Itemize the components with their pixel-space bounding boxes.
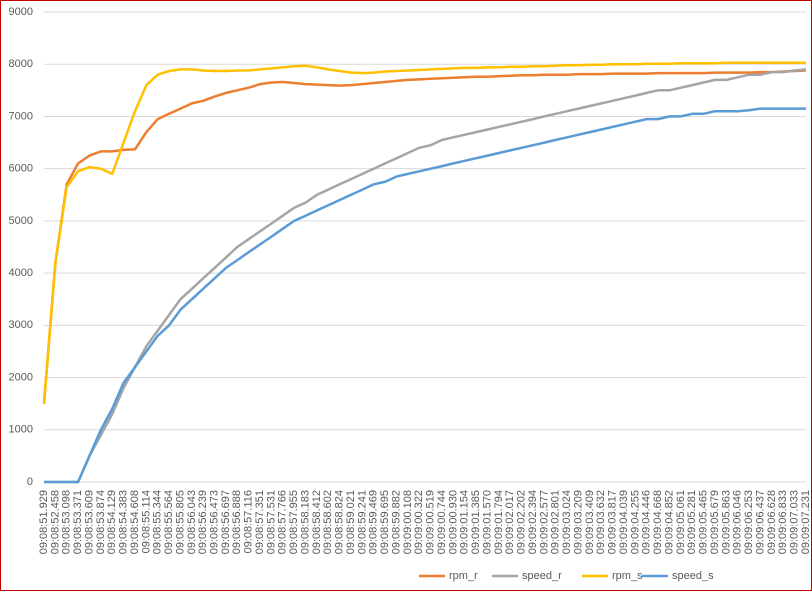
x-tick-label: 09:09:00.519 <box>425 490 437 554</box>
x-tick-label: 09:09:01.154 <box>459 490 471 554</box>
y-tick-label: 7000 <box>9 110 33 122</box>
x-tick-label: 09:08:56.888 <box>231 490 243 554</box>
x-tick-label: 09:09:06.833 <box>777 490 789 554</box>
x-tick-label: 09:09:06.628 <box>766 490 778 554</box>
x-tick-label: 09:08:56.043 <box>186 490 198 554</box>
y-tick-label: 4000 <box>9 267 33 279</box>
series-line <box>44 68 807 484</box>
series-line <box>42 61 806 404</box>
x-tick-label: 09:08:58.412 <box>311 490 323 554</box>
legend-label: speed_s <box>672 570 714 582</box>
x-tick-label: 09:08:58.183 <box>299 490 311 554</box>
x-tick-label: 09:08:54.608 <box>129 490 141 554</box>
x-tick-label: 09:09:04.446 <box>641 490 653 554</box>
legend-label: speed_r <box>522 570 562 582</box>
x-tick-label: 09:09:00.930 <box>447 490 459 554</box>
x-tick-label: 09:09:02.017 <box>504 490 516 554</box>
x-tick-label: 09:09:03.817 <box>607 490 619 554</box>
x-tick-label: 09:09:00.744 <box>436 490 448 554</box>
x-tick-label: 09:08:59.469 <box>368 490 380 554</box>
series-line <box>42 69 807 404</box>
x-tick-label: 09:09:05.679 <box>709 490 721 554</box>
x-tick-label: 09:09:03.632 <box>595 490 607 554</box>
x-tick-label: 09:09:00.322 <box>413 490 425 554</box>
x-tick-label: 09:08:59.021 <box>345 490 357 554</box>
x-tick-label: 09:09:06.437 <box>754 490 766 554</box>
x-tick-label: 09:08:53.874 <box>95 490 107 554</box>
y-tick-label: 9000 <box>9 6 33 18</box>
x-tick-label: 09:08:57.955 <box>288 490 300 554</box>
x-tick-label: 09:09:02.394 <box>527 490 539 554</box>
x-tick-label: 09:08:55.344 <box>152 490 164 554</box>
x-tick-label: 09:08:57.116 <box>243 490 255 553</box>
x-tick-label: 09:09:03.209 <box>572 490 584 554</box>
y-tick-label: 5000 <box>9 215 33 227</box>
x-tick-label: 09:09:04.255 <box>629 490 641 554</box>
y-tick-label: 1000 <box>9 424 33 436</box>
x-tick-label: 09:08:59.241 <box>356 490 368 554</box>
x-tick-label: 09:09:06.253 <box>743 490 755 554</box>
x-tick-label: 09:09:02.202 <box>516 490 528 554</box>
x-tick-label: 09:08:54.129 <box>106 490 118 554</box>
x-tick-label: 09:09:05.465 <box>698 490 710 554</box>
y-tick-label: 8000 <box>9 58 33 70</box>
x-tick-label: 09:08:55.564 <box>163 490 175 554</box>
x-tick-label: 09:09:06.046 <box>732 490 744 554</box>
x-tick-label: 09:08:53.609 <box>83 490 95 554</box>
x-tick-label: 09:08:52.458 <box>49 490 61 554</box>
x-tick-label: 09:08:56.697 <box>220 490 232 554</box>
x-tick-label: 09:09:04.039 <box>618 490 630 554</box>
legend-label: rpm_r <box>449 570 478 582</box>
x-tick-label: 09:09:04.852 <box>663 490 675 554</box>
x-tick-label: 09:09:07.033 <box>789 490 801 554</box>
x-tick-label: 09:09:02.801 <box>550 490 562 554</box>
x-tick-label: 09:09:00.108 <box>402 490 414 554</box>
x-tick-label: 09:09:01.570 <box>481 490 493 554</box>
x-tick-label: 09:09:05.863 <box>720 490 732 554</box>
x-tick-label: 09:08:57.531 <box>265 490 277 554</box>
x-tick-label: 09:08:55.114 <box>140 490 152 553</box>
x-tick-label: 09:08:54.383 <box>118 490 130 554</box>
y-tick-label: 6000 <box>9 163 33 175</box>
x-tick-label: 09:09:04.668 <box>652 490 664 554</box>
x-tick-label: 09:08:53.098 <box>61 490 73 554</box>
x-tick-label: 09:08:59.882 <box>390 490 402 554</box>
y-tick-label: 2000 <box>9 371 33 383</box>
x-tick-label: 09:09:03.024 <box>561 490 573 554</box>
x-tick-label: 09:08:51.929 <box>38 490 50 554</box>
x-tick-label: 09:08:53.371 <box>72 490 84 554</box>
x-tick-label: 09:09:01.794 <box>493 490 505 554</box>
legend-label: rpm_s <box>612 570 643 582</box>
x-tick-label: 09:08:58.824 <box>334 490 346 554</box>
y-tick-label: 3000 <box>9 319 33 331</box>
x-tick-label: 09:09:05.061 <box>675 490 687 554</box>
x-tick-label: 09:08:55.805 <box>174 490 186 554</box>
x-tick-label: 09:09:07.231 <box>800 490 811 554</box>
x-tick-label: 09:08:57.351 <box>254 490 266 554</box>
x-tick-label: 09:09:02.577 <box>538 490 550 554</box>
x-tick-label: 09:08:56.239 <box>197 490 209 554</box>
x-tick-label: 09:09:03.409 <box>584 490 596 554</box>
y-tick-label: 0 <box>27 476 33 488</box>
series-line <box>44 107 806 484</box>
x-tick-label: 09:08:58.602 <box>322 490 334 554</box>
x-tick-label: 09:08:56.473 <box>209 490 221 554</box>
x-tick-label: 09:09:05.281 <box>686 490 698 554</box>
x-tick-label: 09:08:59.695 <box>379 490 391 554</box>
x-tick-label: 09:08:57.766 <box>277 490 289 554</box>
x-tick-label: 09:09:01.385 <box>470 490 482 554</box>
